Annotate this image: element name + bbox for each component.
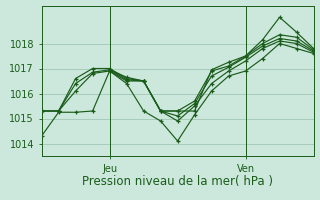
X-axis label: Pression niveau de la mer( hPa ): Pression niveau de la mer( hPa ) (82, 175, 273, 188)
